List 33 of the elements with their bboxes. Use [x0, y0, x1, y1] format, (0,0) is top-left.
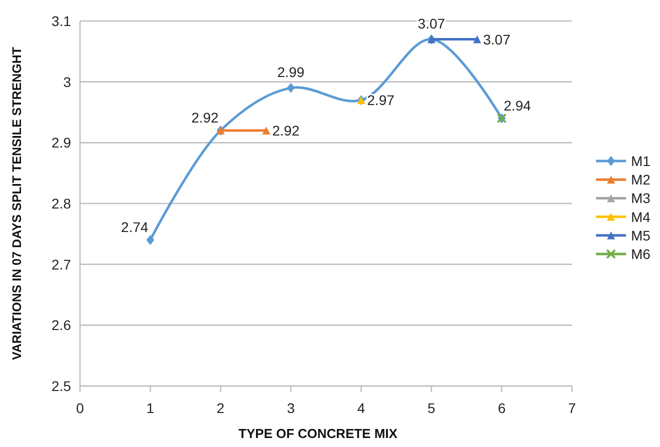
x-axis-title: TYPE OF CONCRETE MIX: [238, 426, 398, 441]
x-tick-label: 7: [568, 400, 576, 416]
data-label: 3.07: [483, 31, 511, 48]
data-label: 2.92: [191, 110, 219, 126]
x-tick-label: 6: [498, 400, 506, 416]
legend-label: M3: [631, 190, 651, 206]
y-tick-label: 2.7: [52, 256, 72, 272]
x-tick-label: 0: [76, 400, 84, 416]
legend-label: M2: [631, 172, 651, 188]
legend-label: M1: [631, 153, 651, 169]
y-tick-label: 2.5: [52, 378, 72, 394]
data-label: 2.74: [121, 219, 148, 235]
data-label: 2.99: [277, 64, 305, 80]
y-tick-label: 2.9: [52, 134, 72, 151]
x-tick-label: 5: [428, 400, 436, 416]
data-label: 2.92: [272, 122, 300, 138]
data-label: 2.97: [367, 92, 395, 108]
data-label: 2.94: [504, 97, 532, 114]
x-tick-label: 3: [286, 400, 295, 416]
x-tick-label: 1: [146, 400, 154, 416]
legend-label: M4: [631, 208, 651, 225]
x-tick-label: 2: [216, 400, 225, 416]
y-tick-label: 2.6: [52, 317, 72, 334]
point: [146, 235, 154, 245]
legend-label: M5: [631, 227, 651, 244]
legend-label: M6: [631, 246, 651, 262]
point: [286, 82, 295, 93]
y-tick-label: 3: [63, 74, 72, 90]
y-tick-label: 3.1: [52, 13, 72, 29]
data-label: 3.07: [418, 15, 446, 32]
x-tick-label: 4: [357, 400, 366, 416]
y-axis-title: VARIATIONS IN 07 DAYS SPLIT TENSILE STRENGHT: [10, 46, 24, 360]
y-tick-label: 2.8: [52, 196, 72, 212]
